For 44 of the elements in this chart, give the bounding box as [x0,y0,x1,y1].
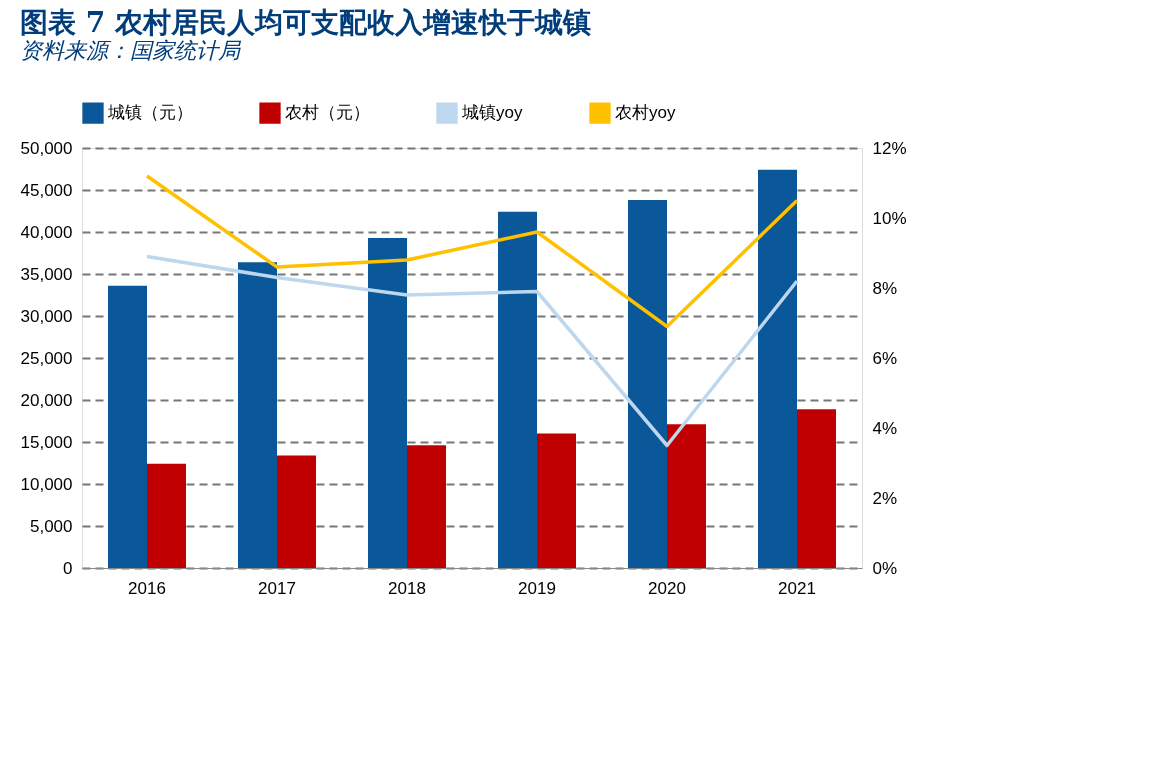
bar [277,455,316,568]
bar [368,237,407,568]
bar [238,262,277,568]
bar [147,463,186,568]
y-tick-label: 0 [63,558,73,578]
y2-tick-label: 6% [872,348,898,368]
bar [537,433,576,568]
y-tick-label: 20,000 [20,390,73,410]
bar [758,169,797,568]
y2-tick-label: 2% [872,488,898,508]
x-tick-label: 2019 [518,578,556,598]
y-tick-label: 35,000 [20,264,73,284]
legend-label: 城镇（元） [107,103,193,123]
y2-tick-label: 0% [872,558,898,578]
chart-title: 图表 7 农村居民人均可支配收入增速快于城镇 [20,6,591,39]
legend-label: 农村yoy [615,103,676,123]
x-tick-label: 2018 [388,578,426,598]
y-tick-label: 5,000 [29,516,73,536]
y-tick-label: 10,000 [20,474,73,494]
bar [667,424,706,568]
y2-tick-label: 10% [872,208,907,228]
bar [108,285,147,568]
y-tick-label: 45,000 [20,180,73,200]
y2-tick-label: 8% [872,278,898,298]
text: 资料来源：国家统计局 [20,38,242,63]
x-tick-label: 2017 [258,578,296,598]
bar [407,445,446,568]
legend-label: 城镇yoy [461,103,523,123]
y2-tick-label: 4% [872,418,898,438]
x-tick-label: 2021 [778,578,816,598]
x-tick-label: 2020 [648,578,686,598]
y-tick-label: 40,000 [20,222,73,242]
line-series [145,174,799,329]
bar [498,211,537,568]
y-tick-label: 50,000 [20,138,73,158]
x-tick-label: 2016 [128,578,166,598]
line-series [145,254,799,448]
y-tick-label: 25,000 [20,348,73,368]
y-tick-label: 30,000 [20,306,73,326]
bar [797,409,836,568]
y2-tick-label: 12% [872,138,907,158]
bar [628,200,667,568]
y-tick-label: 15,000 [20,432,73,452]
legend-label: 农村（元） [285,103,370,123]
